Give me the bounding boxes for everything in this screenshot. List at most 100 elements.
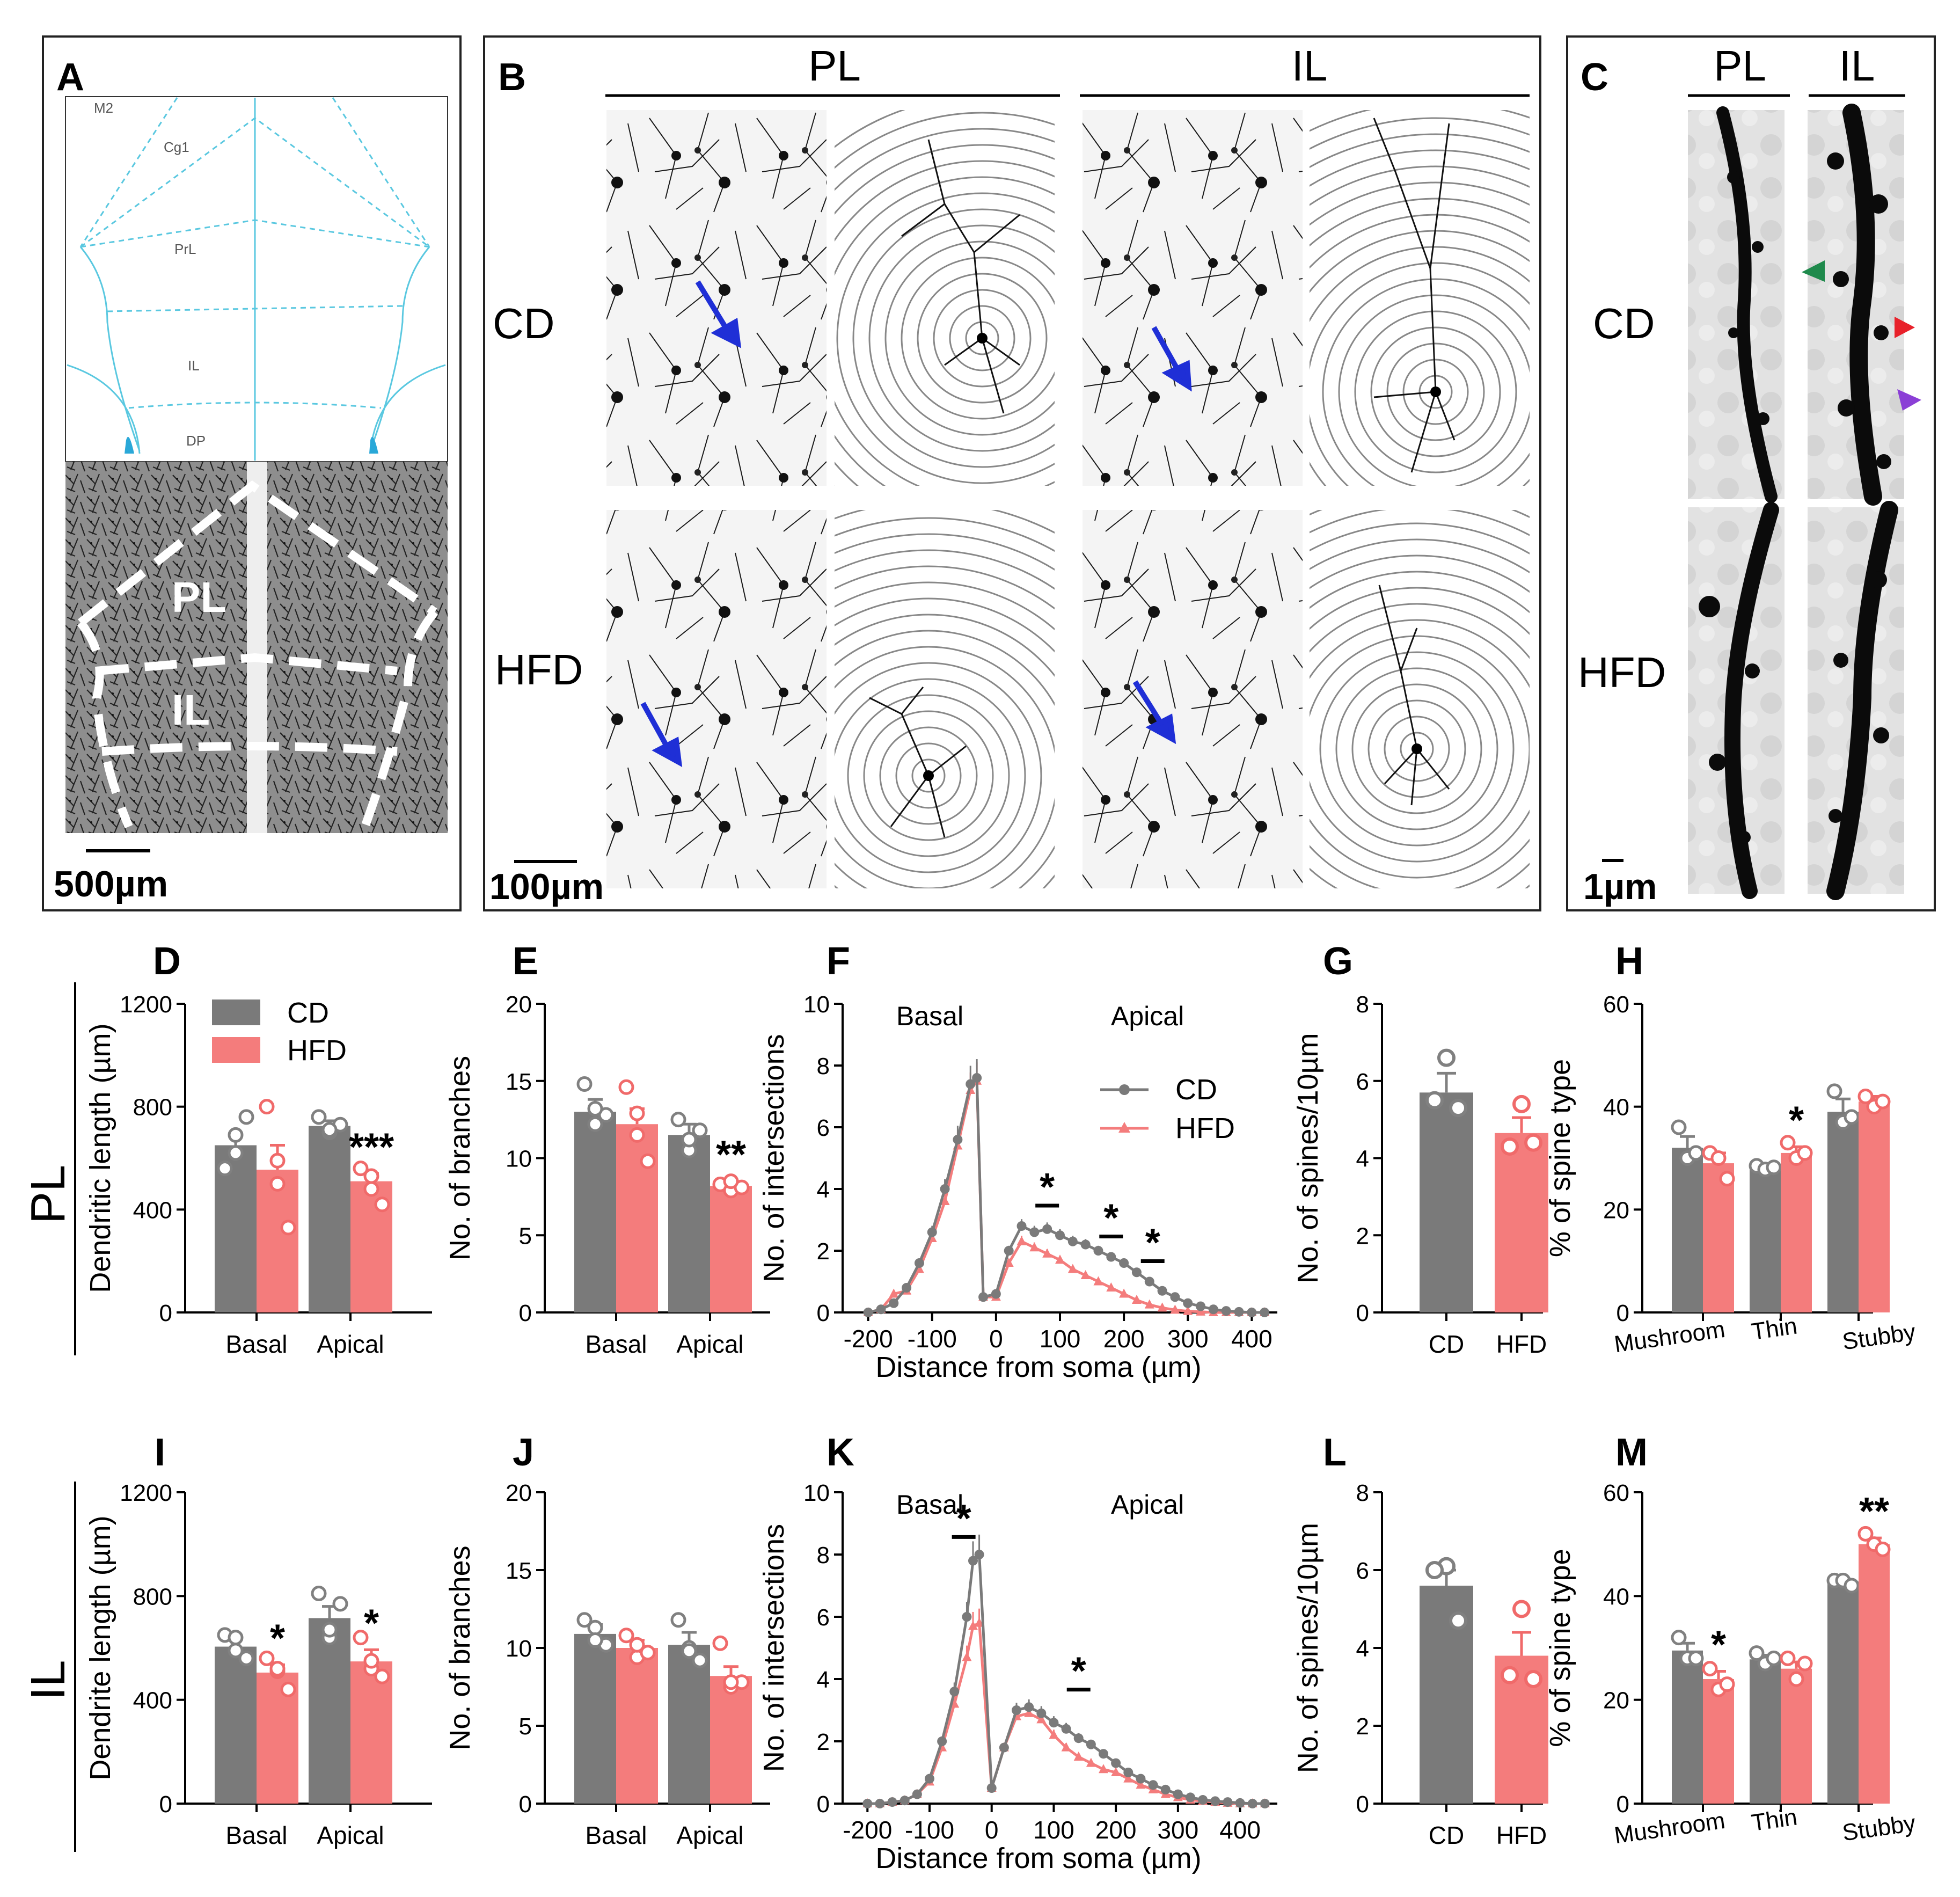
panel-letter-m: M	[1615, 1431, 1648, 1474]
significance-marker: **	[716, 1134, 746, 1177]
data-point	[1198, 1795, 1208, 1805]
data-point	[629, 1637, 645, 1653]
data-point	[1857, 1089, 1874, 1104]
data-point	[1844, 1109, 1860, 1125]
data-point	[962, 1612, 972, 1622]
y-tick-label: 4	[817, 1177, 830, 1203]
data-point	[1671, 1119, 1687, 1135]
data-point	[1173, 1789, 1183, 1799]
data-point	[692, 1652, 708, 1668]
data-point	[587, 1116, 603, 1132]
data-point	[228, 1630, 244, 1646]
chart-panel-g: 0 2 4 6 8 No. of spines/10µm CD HFD	[1292, 991, 1548, 1358]
data-point	[670, 1612, 686, 1628]
sholl-pl-cd	[835, 110, 1055, 486]
x-tick-label: 200	[1103, 1325, 1145, 1353]
data-point	[1688, 1650, 1704, 1666]
bar	[710, 1186, 752, 1312]
sholl-pl-hfd	[835, 510, 1055, 888]
data-point	[1080, 1239, 1091, 1250]
panel-letter-k: K	[827, 1431, 854, 1474]
data-point	[1749, 1645, 1765, 1661]
y-axis-title: % of spine type	[1544, 1059, 1576, 1257]
data-point	[1875, 1541, 1891, 1557]
x-tick-label: 300	[1167, 1325, 1209, 1353]
y-tick-label: 6	[817, 1115, 830, 1141]
data-point	[968, 1621, 978, 1630]
x-tick-label: Apical	[676, 1821, 743, 1849]
panel-letter-d: D	[153, 940, 181, 983]
data-point	[217, 1161, 233, 1177]
data-point	[927, 1227, 937, 1237]
photo-label-il: IL	[172, 686, 210, 734]
data-point	[1016, 1236, 1027, 1245]
data-point	[587, 1619, 603, 1636]
x-tick-label: HFD	[1496, 1821, 1547, 1849]
data-point	[228, 1145, 244, 1161]
y-axis-title: No. of spines/10µm	[1292, 1033, 1324, 1283]
x-tick-label: Thin	[1750, 1804, 1799, 1836]
y-tick-label: 20	[1603, 1197, 1629, 1223]
data-point	[587, 1632, 603, 1648]
legend-f-label-cd: CD	[1175, 1074, 1217, 1106]
data-point	[978, 1292, 989, 1302]
data-point	[269, 1176, 286, 1192]
data-point	[1004, 1246, 1014, 1256]
y-axis-title: No. of spines/10µm	[1292, 1523, 1324, 1773]
arrowhead-thin	[1895, 317, 1915, 338]
data-point	[238, 1109, 254, 1125]
legend-d: CD HFD	[212, 997, 347, 1067]
micrograph-il-hfd	[1083, 510, 1303, 888]
data-point	[875, 1799, 885, 1808]
legend-marker-hfd	[1118, 1122, 1130, 1133]
data-point	[940, 1184, 950, 1194]
sholl-il-cd	[1310, 110, 1530, 486]
bar	[710, 1676, 752, 1804]
bar	[350, 1661, 392, 1804]
data-point	[681, 1132, 697, 1148]
y-axis-title: Dendrite length (µm)	[84, 1515, 116, 1780]
b-row-label-hfd: HFD	[495, 646, 583, 694]
bar	[1827, 1112, 1859, 1312]
data-point	[1524, 1133, 1542, 1152]
x-tick-label: Stubby	[1841, 1810, 1917, 1847]
panel-letter-g: G	[1323, 940, 1353, 983]
panel-b: B PL IL CD HFD	[483, 35, 1541, 911]
data-point	[269, 1152, 286, 1169]
atlas-outline	[67, 97, 446, 461]
photo-label-pl: PL	[172, 573, 226, 621]
x-tick-label: 200	[1095, 1816, 1137, 1844]
x-tick-label: CD	[1429, 1330, 1464, 1358]
bar	[215, 1646, 257, 1804]
data-point	[1247, 1799, 1257, 1808]
data-point	[1170, 1292, 1180, 1302]
panel-letter-h: H	[1615, 940, 1643, 983]
data-point	[1036, 1708, 1047, 1718]
data-point	[1036, 1714, 1047, 1724]
data-point	[576, 1612, 593, 1628]
data-point	[1260, 1308, 1270, 1317]
data-point	[629, 1127, 645, 1143]
bar	[309, 1126, 350, 1312]
x-axis-title: Distance from soma (µm)	[875, 1842, 1201, 1874]
data-point	[321, 1622, 338, 1638]
atlas-label-m2: M2	[94, 100, 113, 116]
y-tick-label: 10	[803, 1480, 830, 1506]
data-point	[999, 1742, 1009, 1753]
region-label-basal: Basal	[896, 1001, 963, 1031]
data-point	[1437, 1048, 1456, 1067]
data-point	[1210, 1796, 1220, 1806]
y-axis-title: No. of branches	[444, 1545, 476, 1750]
bar	[1781, 1668, 1812, 1804]
data-point	[1671, 1630, 1687, 1646]
data-point	[332, 1596, 348, 1612]
data-point	[1512, 1095, 1531, 1113]
data-point	[1186, 1792, 1195, 1803]
data-point	[1080, 1270, 1091, 1279]
data-point	[1061, 1724, 1071, 1734]
data-point	[681, 1643, 697, 1659]
y-tick-label: 60	[1603, 1480, 1629, 1506]
arrows	[640, 280, 1192, 768]
data-point	[1788, 1671, 1804, 1687]
data-point	[1111, 1767, 1121, 1776]
